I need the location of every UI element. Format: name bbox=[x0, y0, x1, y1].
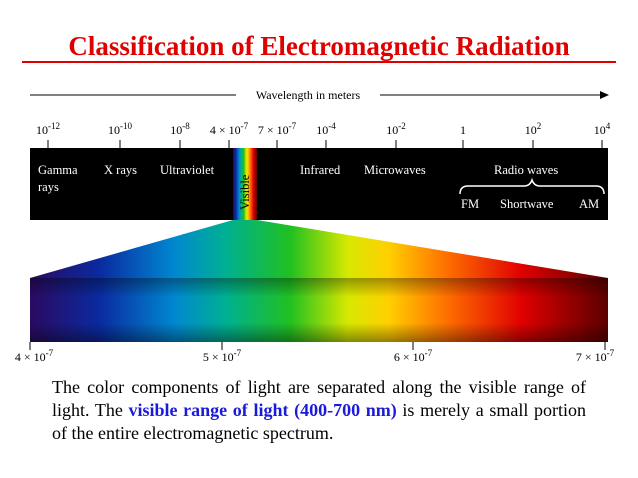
band-label: Radio waves bbox=[494, 163, 558, 177]
band-label: rays bbox=[38, 180, 59, 194]
tick-base: 10 bbox=[108, 123, 120, 137]
caption-text: is merely a small portion of the entire … bbox=[52, 400, 586, 443]
tick-exponent: -2 bbox=[398, 121, 406, 131]
band-label: AM bbox=[579, 197, 599, 211]
tick-exponent: 2 bbox=[537, 121, 542, 131]
tick-base: 10 bbox=[594, 123, 606, 137]
radio-bracket bbox=[459, 177, 605, 195]
tick-label: 4 × 10-7 bbox=[15, 348, 54, 364]
tick-exponent: -12 bbox=[48, 121, 60, 131]
tick-label: 104 bbox=[594, 121, 611, 137]
tick-base: 6 × 10 bbox=[394, 350, 425, 364]
fan bbox=[30, 220, 608, 278]
spectrum-shade bbox=[30, 278, 608, 342]
caption: The color components of light are separa… bbox=[52, 376, 586, 445]
tick-label: 1 bbox=[460, 123, 466, 137]
tick-base: 7 × 10 bbox=[576, 350, 607, 364]
tick-base: 10 bbox=[316, 123, 328, 137]
axis-arrow bbox=[600, 91, 609, 99]
tick-base: 7 × 10 bbox=[258, 123, 289, 137]
tick-base: 4 × 10 bbox=[15, 350, 46, 364]
tick-base: 10 bbox=[36, 123, 48, 137]
tick-base: 1 bbox=[460, 123, 466, 137]
tick-exponent: -7 bbox=[241, 121, 249, 131]
tick-exponent: -4 bbox=[328, 121, 336, 131]
band-label: Infrared bbox=[300, 163, 341, 177]
top-ticks: 10-12 10-10 10-8 4 × 10-7 7 × 10-7 10-4 10-2 1 1… bbox=[36, 121, 611, 148]
band-label: Ultraviolet bbox=[160, 163, 215, 177]
tick-label: 4 × 10-7 bbox=[210, 121, 249, 137]
band-label: Visible bbox=[238, 174, 252, 210]
band-label: Gamma bbox=[38, 163, 78, 177]
spectrum-band bbox=[30, 148, 608, 220]
visible-strip bbox=[233, 148, 257, 220]
tick-label: 10-12 bbox=[36, 121, 60, 137]
caption-text: The color components of light are separa… bbox=[52, 377, 586, 420]
tick-label: 7 × 10-7 bbox=[258, 121, 297, 137]
tick-exponent: -7 bbox=[425, 348, 433, 358]
band-label: Microwaves bbox=[364, 163, 426, 177]
tick-exponent: -7 bbox=[234, 348, 242, 358]
tick-base: 10 bbox=[170, 123, 182, 137]
axis-label: Wavelength in meters bbox=[256, 88, 361, 102]
caption-highlight: visible range of light (400-700 nm) bbox=[128, 400, 397, 420]
tick-label: 10-2 bbox=[386, 121, 406, 137]
tick-exponent: 4 bbox=[606, 121, 611, 131]
tick-base: 4 × 10 bbox=[210, 123, 241, 137]
tick-base: 10 bbox=[386, 123, 398, 137]
tick-base: 5 × 10 bbox=[203, 350, 234, 364]
title: Classification of Electromagnetic Radiat… bbox=[68, 31, 569, 61]
bottom-ticks: 4 × 10-7 5 × 10-7 6 × 10-7 7 × 10-7 bbox=[15, 342, 615, 364]
tick-exponent: -7 bbox=[607, 348, 615, 358]
band-label: Shortwave bbox=[500, 197, 554, 211]
tick-label: 6 × 10-7 bbox=[394, 348, 433, 364]
tick-label: 10-4 bbox=[316, 121, 336, 137]
tick-label: 7 × 10-7 bbox=[576, 348, 615, 364]
tick-label: 5 × 10-7 bbox=[203, 348, 242, 364]
band-label: FM bbox=[461, 197, 479, 211]
tick-exponent: -7 bbox=[46, 348, 54, 358]
tick-exponent: -8 bbox=[182, 121, 190, 131]
band-label: X rays bbox=[104, 163, 137, 177]
tick-label: 10-10 bbox=[108, 121, 132, 137]
tick-base: 10 bbox=[525, 123, 537, 137]
tick-label: 102 bbox=[525, 121, 542, 137]
tick-label: 10-8 bbox=[170, 121, 190, 137]
tick-exponent: -10 bbox=[120, 121, 132, 131]
tick-exponent: -7 bbox=[289, 121, 297, 131]
